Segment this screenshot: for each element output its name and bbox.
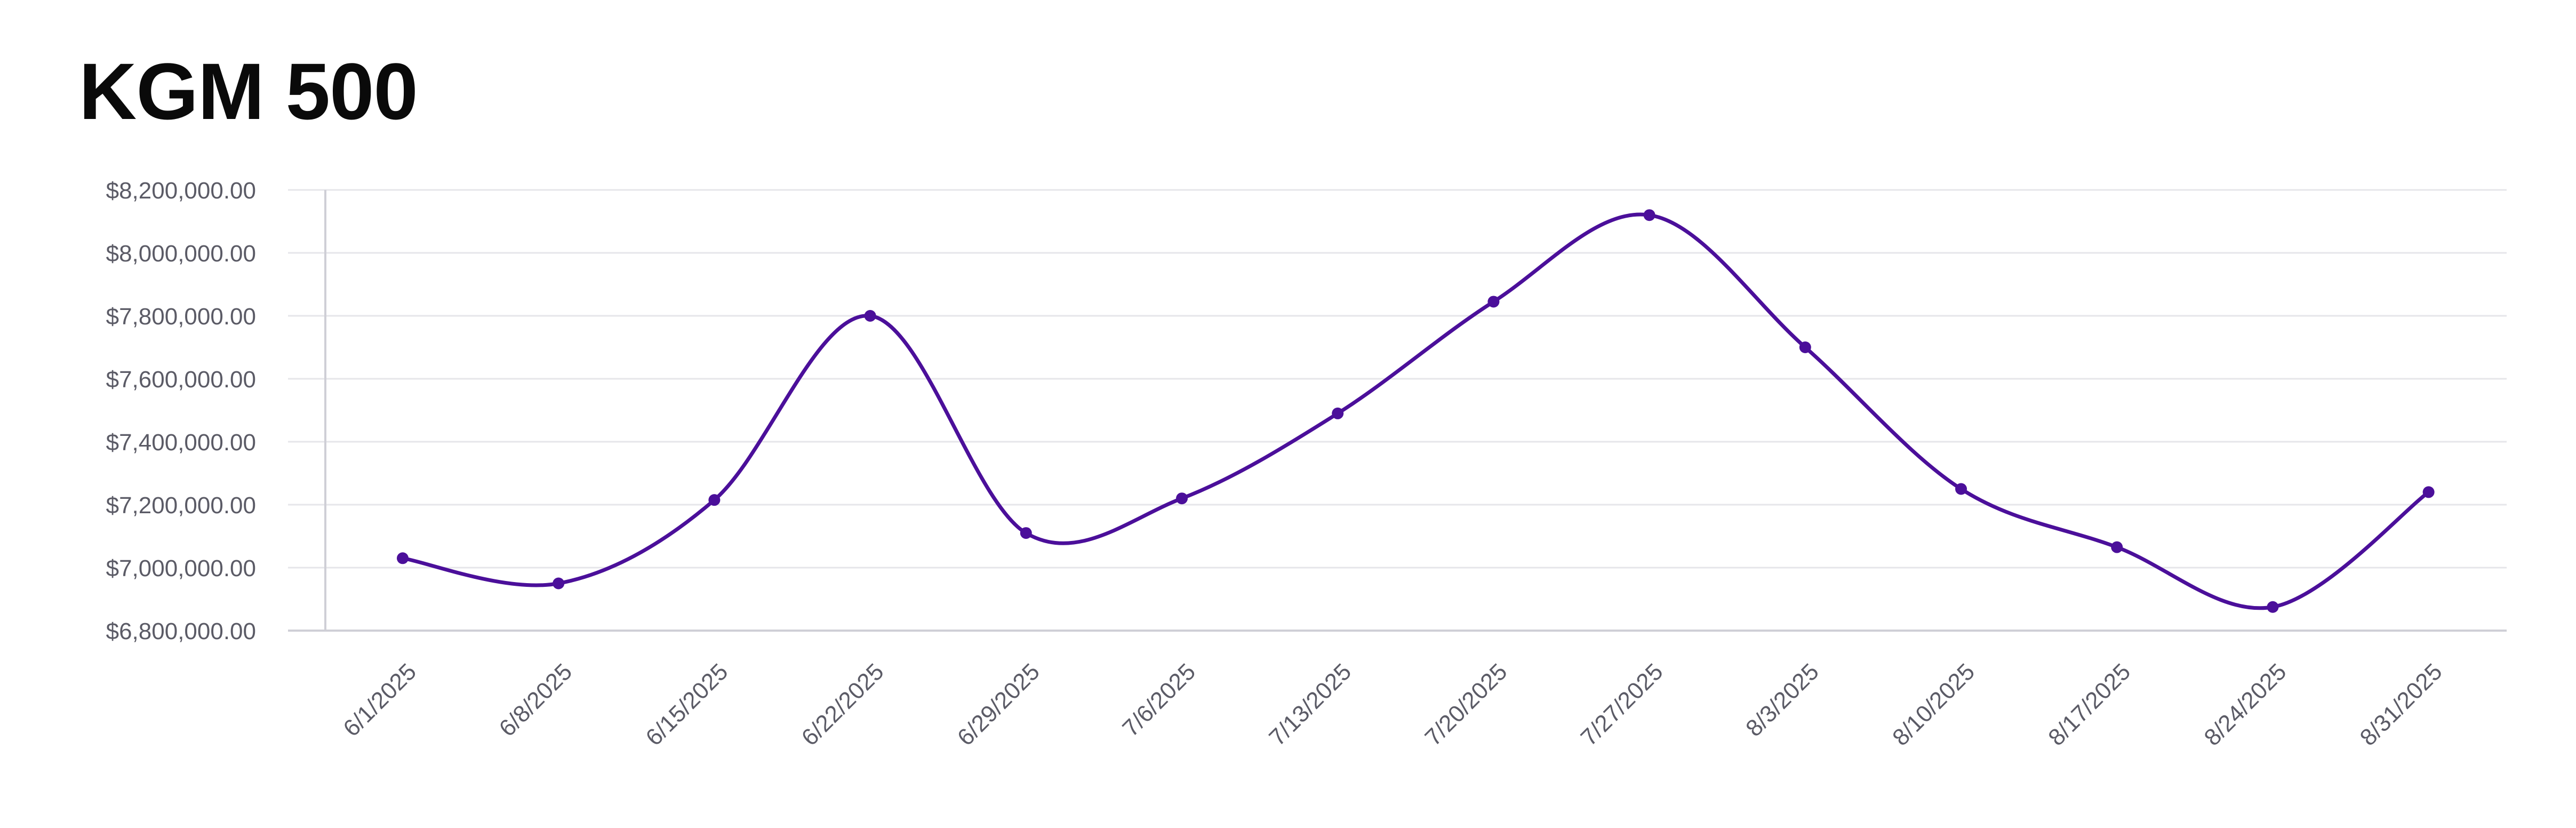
series-line-layer: [401, 212, 2431, 610]
data-point[interactable]: [553, 577, 565, 590]
y-tick-label: $8,200,000.00: [106, 178, 256, 204]
data-point[interactable]: [1799, 341, 1811, 353]
y-tick-label: $7,800,000.00: [106, 304, 256, 330]
y-tick-label: $7,600,000.00: [106, 367, 256, 393]
x-tick-label: 7/27/2025: [1576, 658, 1668, 751]
y-tick-label: $7,000,000.00: [106, 555, 256, 582]
y-axis-tick-labels: $6,800,000.00 $7,000,000.00 $7,200,000.00 $…: [106, 178, 256, 644]
x-tick-label: 8/24/2025: [2199, 658, 2291, 751]
data-point[interactable]: [1332, 407, 1344, 419]
y-tick-label: $7,200,000.00: [106, 492, 256, 519]
x-tick-label: 6/29/2025: [953, 658, 1045, 751]
data-point[interactable]: [1176, 492, 1188, 505]
x-tick-label: 7/20/2025: [1420, 658, 1512, 751]
chart-title: KGM 500: [79, 46, 418, 136]
x-tick-label: 6/1/2025: [338, 658, 421, 742]
data-point[interactable]: [1955, 483, 1967, 495]
data-point[interactable]: [2267, 601, 2279, 613]
x-tick-label: 8/17/2025: [2043, 658, 2135, 751]
x-tick-label: 6/8/2025: [494, 658, 578, 742]
x-axis-tick-labels: 6/1/2025 6/8/2025 6/15/2025 6/22/2025 6/29/2…: [338, 658, 2447, 751]
x-tick-label: 8/31/2025: [2355, 658, 2447, 751]
data-point[interactable]: [1487, 296, 1500, 308]
data-point[interactable]: [1020, 527, 1032, 539]
data-point[interactable]: [2111, 541, 2123, 553]
x-tick-label: 6/22/2025: [797, 658, 889, 751]
x-tick-label: 8/10/2025: [1887, 658, 1980, 751]
x-tick-label: 7/13/2025: [1264, 658, 1356, 751]
axes: [288, 190, 2507, 632]
x-tick-label: 8/3/2025: [1741, 658, 1824, 742]
data-point[interactable]: [864, 310, 876, 322]
y-tick-label: $7,400,000.00: [106, 429, 256, 456]
series-line: [401, 212, 2431, 610]
data-point[interactable]: [2422, 486, 2435, 498]
x-tick-label: 7/6/2025: [1117, 658, 1201, 742]
y-tick-label: $8,000,000.00: [106, 241, 256, 267]
data-point[interactable]: [1643, 209, 1655, 221]
x-tick-label: 6/15/2025: [641, 658, 733, 751]
series-points: [397, 209, 2435, 613]
data-point[interactable]: [397, 552, 409, 564]
y-tick-label: $6,800,000.00: [106, 618, 256, 644]
data-point[interactable]: [708, 494, 721, 506]
